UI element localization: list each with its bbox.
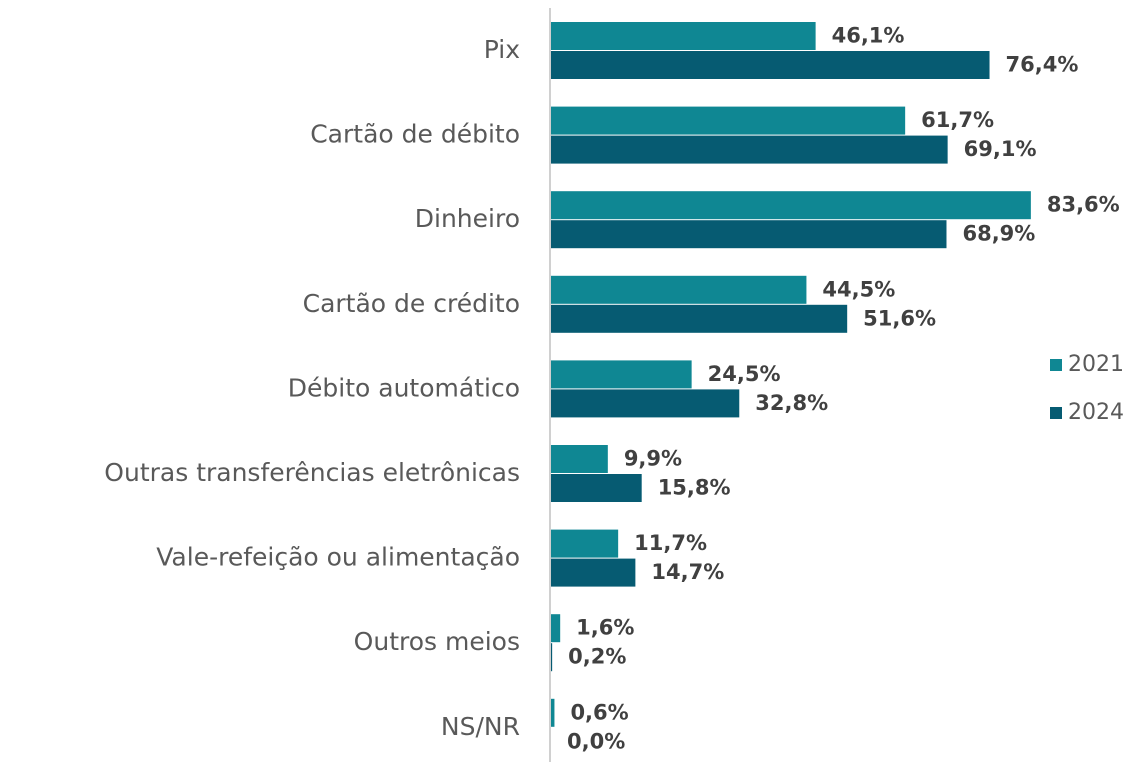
value-label: 0,2%	[568, 645, 626, 669]
value-label: 44,5%	[822, 277, 895, 301]
category-label: Vale-refeição ou alimentação	[156, 543, 520, 572]
value-label: 46,1%	[832, 24, 905, 48]
bar	[551, 106, 906, 135]
value-label: 1,6%	[576, 616, 634, 640]
value-label: 0,0%	[567, 729, 625, 753]
value-label: 24,5%	[708, 362, 781, 386]
bar	[551, 275, 807, 304]
value-label: 9,9%	[624, 447, 682, 471]
bar	[551, 643, 553, 672]
value-label: 14,7%	[651, 560, 724, 584]
bar	[551, 614, 561, 643]
bar	[551, 558, 636, 587]
category-label: Outros meios	[354, 627, 520, 656]
bar	[551, 698, 555, 727]
category-label: Cartão de débito	[310, 120, 520, 149]
value-label: 0,6%	[570, 700, 628, 724]
legend-label: 2024	[1068, 400, 1124, 425]
category-label: Pix	[484, 35, 520, 64]
category-label: Dinheiro	[415, 204, 520, 233]
bar	[551, 445, 608, 473]
bar	[551, 135, 948, 164]
value-label: 83,6%	[1047, 193, 1120, 217]
category-label: Débito automático	[288, 373, 520, 402]
value-label: 68,9%	[962, 222, 1035, 246]
bar	[551, 529, 619, 558]
bar	[551, 22, 816, 50]
value-label: 61,7%	[921, 108, 994, 132]
value-label: 32,8%	[755, 391, 828, 415]
value-label: 11,7%	[634, 531, 707, 555]
value-label: 76,4%	[1006, 53, 1079, 77]
category-label: Cartão de crédito	[303, 289, 520, 318]
legend-swatch	[1050, 407, 1062, 419]
category-label: NS/NR	[441, 712, 520, 741]
category-label: Outras transferências eletrônicas	[104, 458, 520, 487]
legend-swatch	[1050, 359, 1062, 371]
legend-label: 2021	[1068, 352, 1124, 377]
value-label: 69,1%	[964, 137, 1037, 161]
bar	[551, 191, 1031, 220]
bar	[551, 304, 848, 333]
value-label: 15,8%	[658, 476, 731, 500]
value-label: 51,6%	[863, 306, 936, 330]
bar	[551, 474, 642, 502]
bar	[551, 389, 740, 418]
bar	[551, 51, 990, 79]
bar	[551, 220, 947, 249]
bar	[551, 360, 692, 389]
